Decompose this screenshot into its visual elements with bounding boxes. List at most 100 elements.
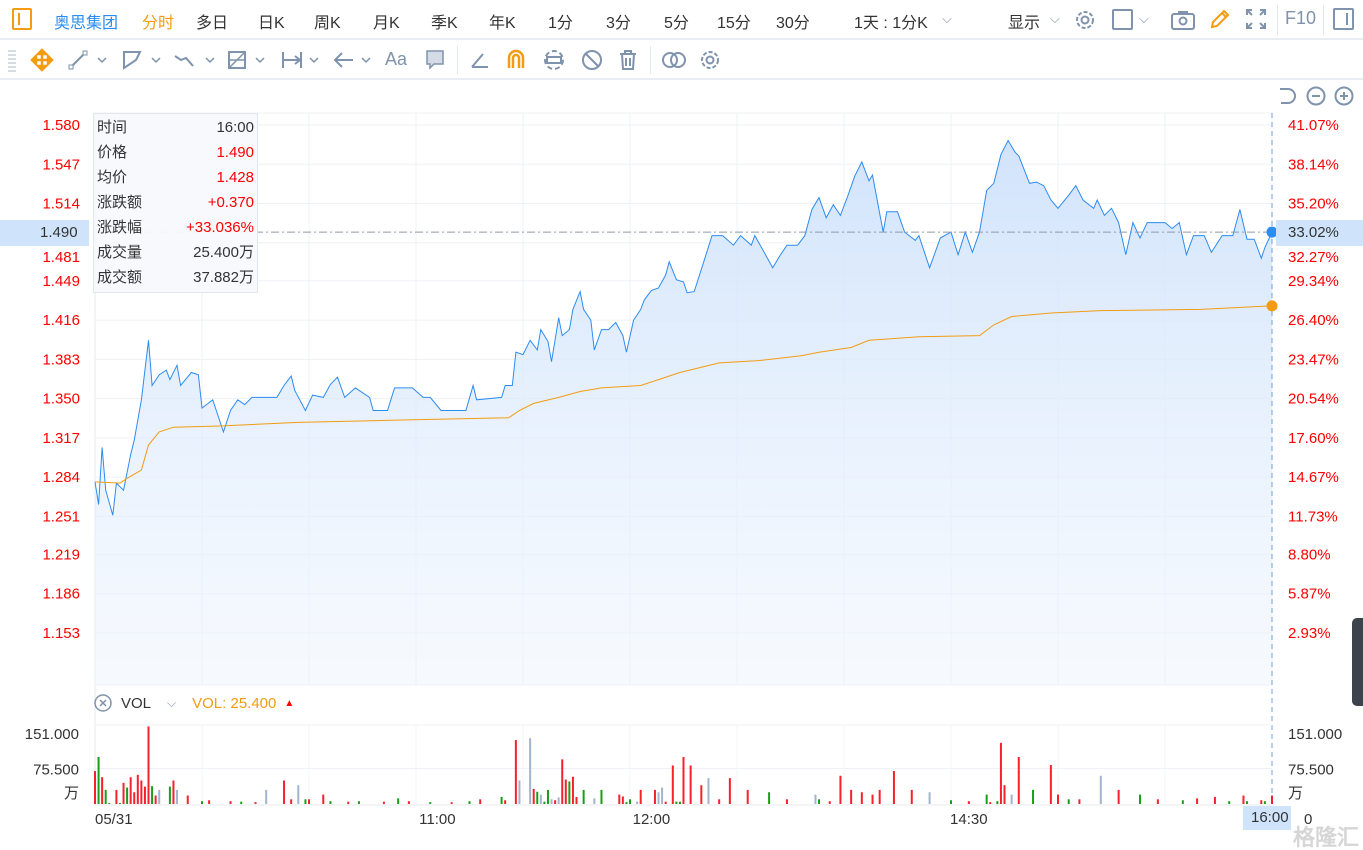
volume-bar xyxy=(1246,801,1249,804)
lock-drawing-icon[interactable] xyxy=(542,48,566,72)
volume-bar xyxy=(707,778,710,804)
settings-gear-icon[interactable] xyxy=(1073,8,1097,32)
hide-drawing-icon[interactable] xyxy=(580,48,604,72)
period-select[interactable]: 1天 : 1分K xyxy=(854,15,928,32)
polygon-tool-icon[interactable] xyxy=(120,48,166,72)
tab-7[interactable]: 1分 xyxy=(548,15,573,32)
tooltip-row: 均价 1.428 xyxy=(97,166,254,191)
y-tick-label: 1.153 xyxy=(42,625,80,642)
y-tick-label: 1.580 xyxy=(42,117,80,134)
volume-bar xyxy=(728,778,731,804)
drawing-settings-icon[interactable] xyxy=(698,48,722,72)
pct-tick-label: 5.87% xyxy=(1288,586,1331,603)
tab-2[interactable]: 日K xyxy=(258,15,285,32)
volume-bar xyxy=(94,771,96,804)
pct-tick-label: 26.40% xyxy=(1288,312,1339,329)
volume-bar xyxy=(143,786,146,804)
tab-11[interactable]: 30分 xyxy=(776,15,810,32)
panel-toggle-icon[interactable] xyxy=(1333,8,1354,30)
volume-bar xyxy=(176,789,179,804)
reset-icon[interactable] xyxy=(1276,85,1300,107)
chevron-down-icon[interactable]: ⌵ xyxy=(942,11,952,26)
zoom-in-icon[interactable] xyxy=(1333,85,1355,107)
volume-bar xyxy=(543,801,546,804)
volume-bar xyxy=(122,782,125,804)
volume-bar xyxy=(564,779,567,804)
fibonacci-tool-icon[interactable] xyxy=(226,48,272,72)
tooltip-label: 涨跌额 xyxy=(97,194,143,211)
volume-bar xyxy=(818,799,821,804)
top-bar: 奥思集团 分时 多日 日K 周K 月K 季K 年K 1分 3分 5分 15分 30分 1天 : 1分K… xyxy=(0,0,1363,40)
volume-value: VOL: 25.400 xyxy=(192,694,277,712)
tooltip-label: 成交量 xyxy=(97,244,143,261)
side-panel-tab[interactable] xyxy=(1352,618,1363,706)
sidebar-toggle-icon[interactable] xyxy=(12,8,32,30)
text-tool-icon[interactable]: Aa xyxy=(385,49,408,69)
display-menu[interactable]: 显示 xyxy=(1008,15,1041,32)
volume-bar xyxy=(621,796,624,804)
volume-bar xyxy=(636,801,639,804)
measure-tool-icon[interactable] xyxy=(280,48,326,72)
zoom-out-icon[interactable] xyxy=(1305,85,1327,107)
average-marker-dot xyxy=(1266,300,1278,312)
y-tick-label: 1.186 xyxy=(42,586,80,603)
volume-bar xyxy=(625,802,628,804)
compare-icon[interactable] xyxy=(660,48,688,72)
close-indicator-icon[interactable] xyxy=(93,693,113,713)
tab-3[interactable]: 周K xyxy=(314,15,341,32)
magnet-icon[interactable] xyxy=(504,47,528,71)
tab-5[interactable]: 季K xyxy=(431,15,458,32)
trash-icon[interactable] xyxy=(616,48,640,72)
camera-icon[interactable] xyxy=(1170,8,1196,32)
volume-bar xyxy=(407,801,410,804)
f10-button[interactable]: F10 xyxy=(1285,8,1317,28)
tab-10[interactable]: 15分 xyxy=(717,15,751,32)
crosshair-pct-label: 33.02% xyxy=(1276,220,1363,246)
volume-bar xyxy=(571,776,574,804)
stock-name[interactable]: 奥思集团 xyxy=(54,15,119,32)
volume-bar xyxy=(154,795,157,804)
indicator-name[interactable]: VOL xyxy=(121,694,152,712)
volume-bar xyxy=(557,797,560,804)
tab-8[interactable]: 3分 xyxy=(606,15,631,32)
tab-4[interactable]: 月K xyxy=(373,15,400,32)
pct-tick-label: 11.73% xyxy=(1288,508,1338,525)
tooltip-row: 涨跌幅 +33.036% xyxy=(97,216,254,241)
tab-9[interactable]: 5分 xyxy=(664,15,689,32)
pencil-icon[interactable] xyxy=(1208,7,1232,31)
y-tick-label: 1.449 xyxy=(42,273,80,290)
line-tool-icon[interactable] xyxy=(66,48,112,72)
x-tick-label: 05/31 xyxy=(95,811,133,828)
chevron-down-icon[interactable]: ⌵ xyxy=(1139,11,1149,26)
volume-bar xyxy=(1139,794,1142,804)
volume-bar xyxy=(229,801,232,804)
comment-tool-icon[interactable] xyxy=(424,48,446,72)
arrow-tool-icon[interactable] xyxy=(332,48,378,72)
fullscreen-icon[interactable] xyxy=(1244,7,1268,31)
chevron-down-icon[interactable]: ⌵ xyxy=(167,695,177,710)
pct-tick-label: 20.54% xyxy=(1288,391,1339,408)
y-tick-label: 1.514 xyxy=(42,196,80,213)
volume-bar xyxy=(514,740,517,804)
wave-tool-icon[interactable] xyxy=(172,48,220,72)
volume-bar xyxy=(989,802,992,804)
volume-bar xyxy=(158,789,161,804)
price-marker-dot xyxy=(1266,226,1278,238)
tab-6[interactable]: 年K xyxy=(489,15,516,32)
angle-tool-icon[interactable] xyxy=(468,48,492,72)
chevron-down-icon[interactable]: ⌵ xyxy=(1050,11,1060,26)
move-cross-icon[interactable] xyxy=(30,48,54,72)
volume-bar xyxy=(208,800,211,804)
volume-bar xyxy=(653,789,656,804)
tooltip-row: 价格 1.490 xyxy=(97,141,254,166)
volume-bar xyxy=(1057,794,1059,804)
tab-1[interactable]: 多日 xyxy=(196,15,229,32)
tooltip-row: 成交量 25.400万 xyxy=(97,241,254,266)
volume-bar xyxy=(108,803,111,804)
layout-square-icon[interactable] xyxy=(1112,9,1133,30)
y-tick-label: 1.317 xyxy=(42,430,80,447)
tab-0[interactable]: 分时 xyxy=(142,15,175,32)
drag-handle[interactable] xyxy=(8,50,16,72)
tooltip-label: 成交额 xyxy=(97,269,143,286)
volume-bar xyxy=(118,803,121,804)
